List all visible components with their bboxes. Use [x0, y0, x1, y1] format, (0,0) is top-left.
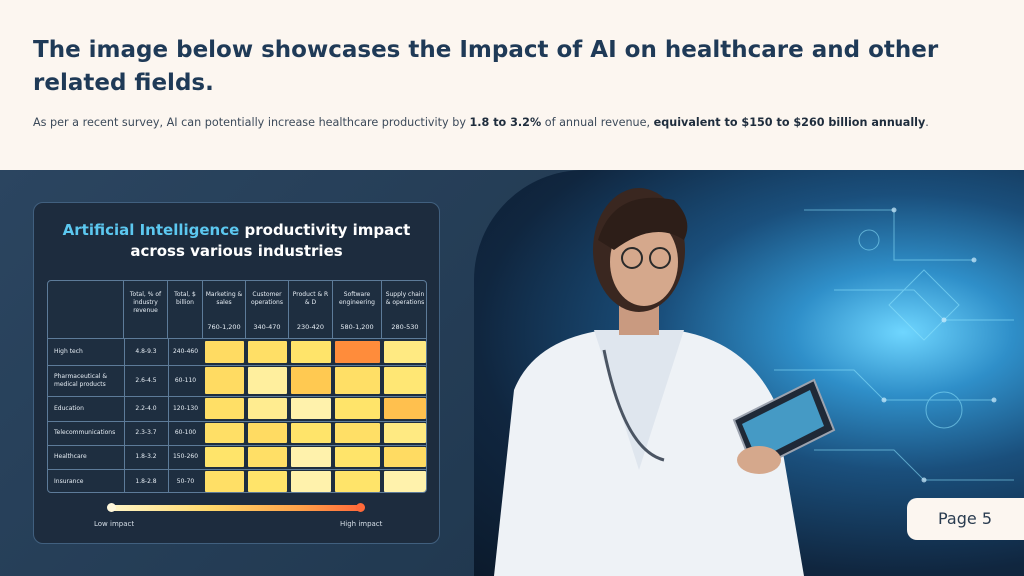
heat-cell [205, 341, 244, 363]
column-header-label: Marketing & sales [205, 291, 243, 306]
row-industry-label: High tech [54, 348, 83, 355]
heat-cell [205, 471, 244, 492]
subtitle-text: As per a recent survey, AI can potential… [33, 116, 470, 129]
heat-cell [384, 471, 426, 492]
row-industry-label: Insurance [54, 477, 84, 485]
heat-cell [291, 398, 331, 419]
heat-cell [291, 447, 331, 467]
column-header-range: 230-420 [296, 323, 325, 331]
column-header: Supply chain & operations 280-530 [382, 281, 426, 339]
heat-cell [384, 341, 426, 363]
heat-cell [248, 471, 287, 492]
heat-cell [384, 398, 426, 419]
row-divider [48, 445, 426, 446]
column-header-label: Supply chain & operations [385, 291, 425, 306]
row-industry-label: Education [54, 404, 84, 412]
row-billion-value: 60-100 [174, 429, 197, 436]
row-percent-value: 4.8-9.3 [135, 348, 157, 355]
heat-cell [384, 367, 426, 394]
heat-cell [248, 341, 287, 363]
heat-cell [335, 447, 380, 467]
row-divider [48, 396, 426, 397]
page-number-badge: Page 5 [907, 498, 1024, 540]
column-header-label: Product & R & D [292, 291, 329, 306]
legend-high-label: High impact [340, 520, 383, 528]
infographic-title-rest: productivity impact [239, 221, 411, 239]
infographic-panel: Artificial Intelligence productivity imp… [33, 202, 440, 544]
slide-subtitle: As per a recent survey, AI can potential… [33, 116, 1013, 129]
heat-cell [384, 447, 426, 467]
column-header: Software engineering 580-1,200 [333, 281, 382, 339]
header-corner-cell [48, 281, 124, 339]
row-billion-value: 50-70 [176, 477, 195, 485]
impact-gradient-bar [111, 505, 361, 511]
row-billion-value: 150-260 [172, 453, 199, 460]
heat-cell [335, 341, 380, 363]
row-billion-value: 60-110 [174, 376, 197, 384]
heat-cell [291, 367, 331, 394]
row-divider [48, 469, 426, 470]
column-header-range: 580-1,200 [340, 323, 374, 331]
column-header: Product & R & D 230-420 [289, 281, 333, 339]
column-header: Total, % of industry revenue [124, 281, 168, 339]
column-header: Marketing & sales 760-1,200 [203, 281, 246, 339]
row-billion-value: 240-460 [172, 348, 199, 355]
heat-cell [248, 367, 287, 394]
infographic-title-highlight: Artificial Intelligence [62, 221, 240, 239]
row-percent-value: 1.8-3.2 [135, 453, 157, 460]
heat-cell [205, 367, 244, 394]
low-impact-dot [107, 503, 116, 512]
column-header-label: Customer operations [251, 291, 283, 306]
column-header-range: 760-1,200 [207, 323, 241, 331]
heat-cell [335, 367, 380, 394]
row-industry-label: Healthcare [54, 453, 87, 460]
heat-cell [335, 423, 380, 443]
heat-cell [335, 471, 380, 492]
subtitle-text-mid: of annual revenue, [541, 116, 654, 129]
infographic-title-line2: across various industries [130, 242, 343, 260]
column-header-label: Total, $ billion [174, 291, 196, 306]
slide-title: The image below showcases the Impact of … [33, 37, 939, 96]
heat-cell [291, 341, 331, 363]
row-percent-value: 1.8-2.8 [135, 477, 157, 485]
column-divider [124, 339, 125, 492]
row-industry-label: Pharmaceutical & medical products [54, 372, 108, 388]
column-header-label: Total, % of industry revenue [129, 291, 162, 314]
column-header-range: 280-530 [391, 323, 419, 331]
heat-cell [205, 398, 244, 419]
subtitle-text-end: . [925, 116, 929, 129]
row-industry-label: Telecommunications [54, 429, 116, 436]
doctor-illustration [494, 188, 1014, 576]
subtitle-highlight-percent: 1.8 to 3.2% [469, 116, 542, 129]
heat-cell [291, 471, 331, 492]
subtitle-highlight-amount: equivalent to $150 to $260 billion annua… [653, 116, 926, 129]
column-header-label: Software engineering [339, 291, 375, 306]
heat-cell [384, 423, 426, 443]
column-header: Total, $ billion [168, 281, 203, 339]
row-billion-value: 120-130 [172, 404, 199, 412]
heat-cell [205, 423, 244, 443]
heat-cell [248, 423, 287, 443]
heatmap-table: Total, % of industry revenue Total, $ bil… [47, 280, 427, 493]
column-divider [168, 339, 169, 492]
column-header: Customer operations 340-470 [246, 281, 289, 339]
row-divider [48, 421, 426, 422]
header-band: The image below showcases the Impact of … [0, 0, 1024, 170]
column-header-range: 340-470 [253, 323, 281, 331]
infographic-title: Artificial Intelligence productivity imp… [34, 220, 439, 262]
row-percent-value: 2.3-3.7 [135, 429, 157, 436]
heat-cell [291, 423, 331, 443]
row-percent-value: 2.2-4.0 [135, 404, 157, 412]
high-impact-dot [356, 503, 365, 512]
heat-cell [205, 447, 244, 467]
row-divider [48, 365, 426, 366]
heat-cell [248, 398, 287, 419]
heat-cell [335, 398, 380, 419]
legend-low-label: Low impact [94, 520, 135, 528]
heat-cell [248, 447, 287, 467]
row-percent-value: 2.6-4.5 [135, 376, 157, 384]
